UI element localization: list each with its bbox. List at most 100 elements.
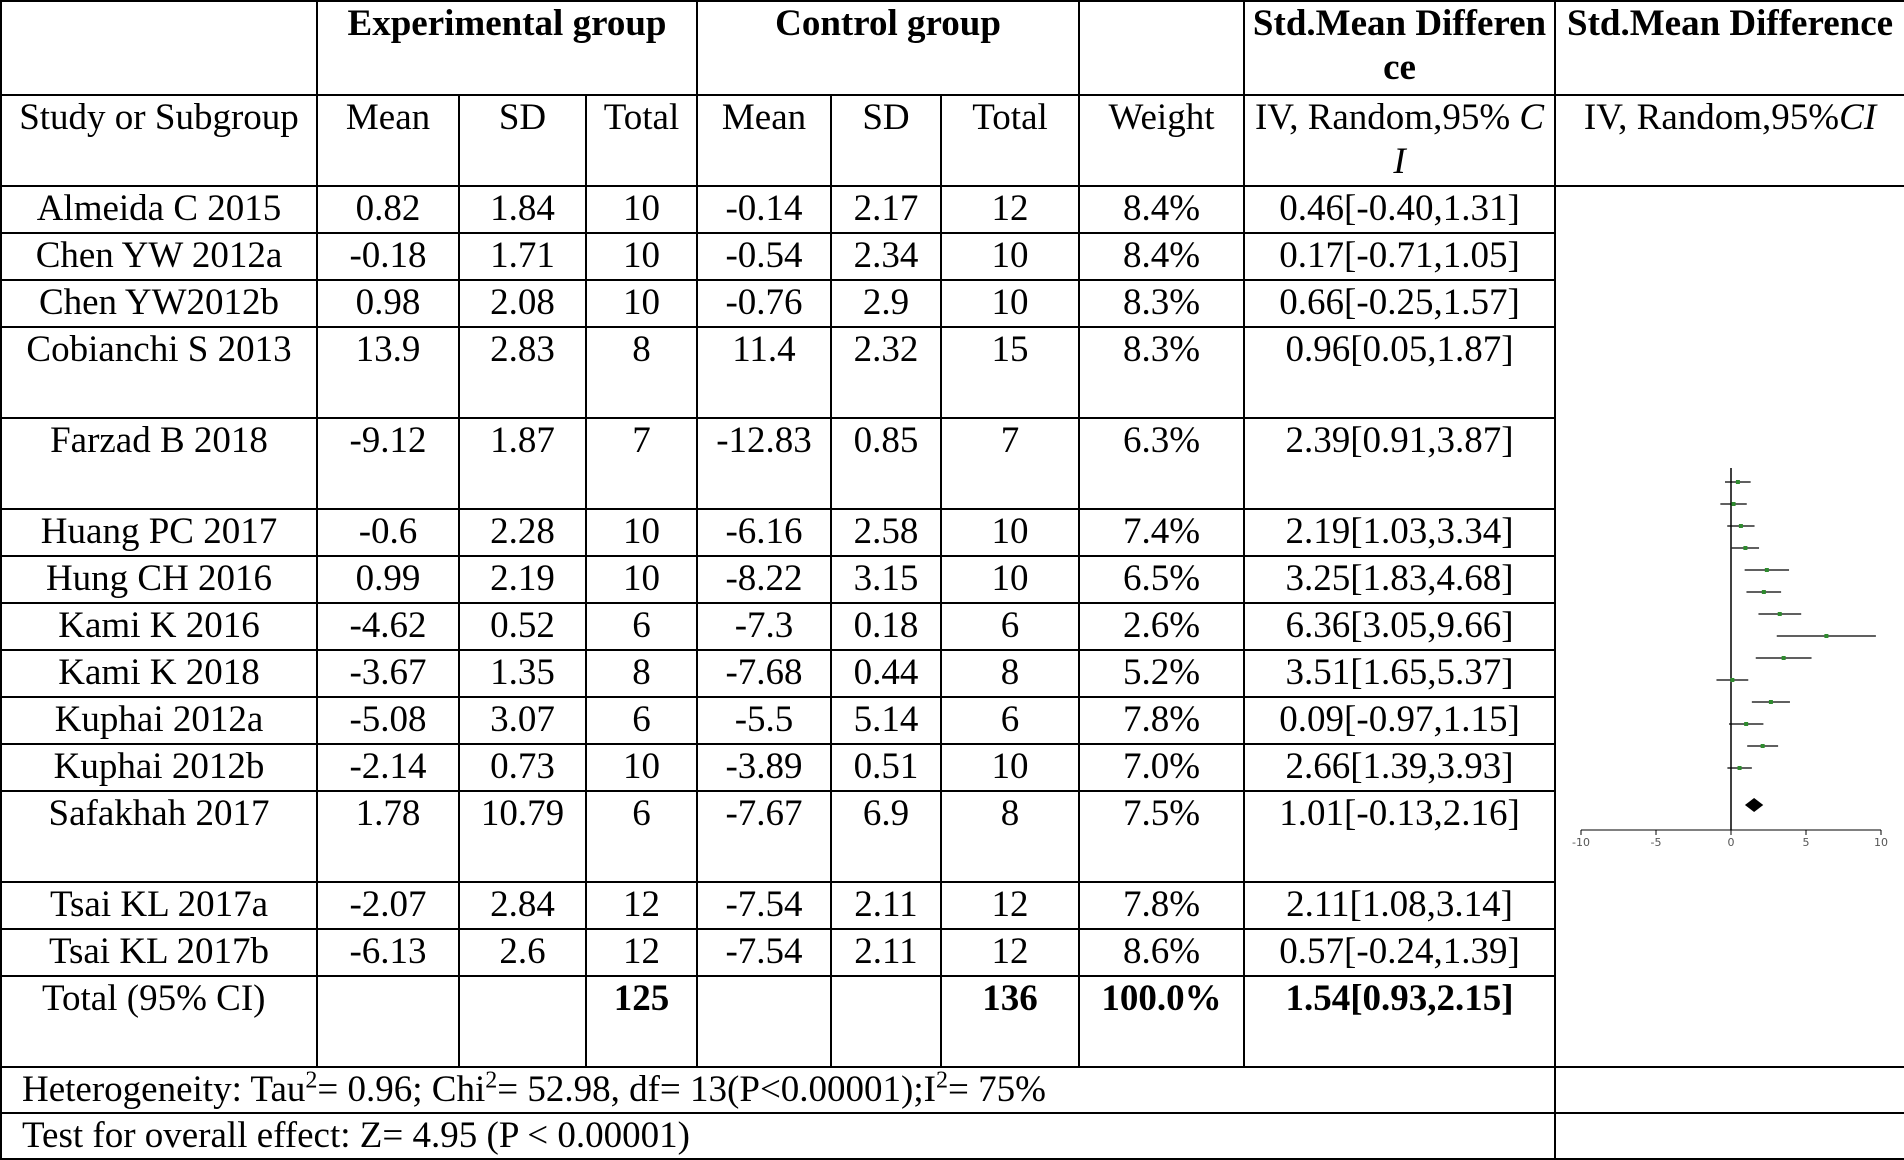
mean-ctrl: -6.16: [696, 508, 832, 557]
total-exp: 6: [585, 696, 698, 745]
header-total-exp: Total: [585, 94, 698, 187]
header-study: Study or Subgroup: [0, 94, 318, 187]
study-name: Chen YW 2012a: [0, 232, 318, 281]
mean-exp: -0.18: [316, 232, 460, 281]
point-estimate: [1824, 634, 1829, 638]
total-label: Total (95% CI): [0, 975, 318, 1068]
sd-ctrl: 2.17: [830, 185, 942, 234]
total-exp: 7: [585, 417, 698, 510]
weight: 8.4%: [1078, 232, 1246, 281]
study-name: Tsai KL 2017a: [0, 881, 318, 930]
sd-exp: 2.08: [458, 279, 587, 328]
weight: 7.8%: [1078, 881, 1246, 930]
sd-exp: 1.35: [458, 649, 587, 698]
sd-ctrl: 2.9: [830, 279, 942, 328]
weight: 7.5%: [1078, 790, 1246, 883]
header-sd-ctrl: SD: [830, 94, 942, 187]
mean-ctrl: 11.4: [696, 326, 832, 419]
study-name: Chen YW2012b: [0, 279, 318, 328]
heterogeneity-prefix: Heterogeneity: Tau: [22, 1069, 306, 1110]
mean-ctrl: -7.54: [696, 928, 832, 977]
overall-effect-row: Test for overall effect: Z= 4.95 (P < 0.…: [0, 1112, 1904, 1160]
header-mean-ctrl: Mean: [696, 94, 832, 187]
header-iv-random-text: IV, Random,95%: [1254, 97, 1520, 138]
total-n-exp: 125: [585, 975, 698, 1068]
point-estimate: [1743, 546, 1748, 550]
study-row: Safakhah 2017 1.78 10.79 6 -7.67 6.9 8 7.5% 1.01…: [0, 790, 1904, 883]
total-ctrl: 10: [939, 508, 1081, 557]
study-row: Tsai KL 2017b -6.13 2.6 12 -7.54 2.11 12 8.6% 0.…: [0, 928, 1904, 977]
point-estimate: [1731, 502, 1736, 506]
total-exp: 10: [585, 185, 698, 234]
study-name: Cobianchi S 2013: [0, 326, 318, 419]
point-estimate: [1738, 524, 1743, 528]
weight: 7.8%: [1078, 696, 1246, 745]
point-estimate: [1761, 590, 1766, 594]
weight: 8.4%: [1078, 185, 1246, 234]
mean-exp: -9.12: [316, 417, 460, 510]
total-exp: 10: [585, 232, 698, 281]
point-estimate: [1777, 612, 1782, 616]
sd-exp: 0.52: [458, 602, 587, 651]
point-estimate: [1737, 766, 1742, 770]
study-row: Chen YW 2012a -0.18 1.71 10 -0.54 2.34 10 8.4% 0…: [0, 232, 1904, 281]
mean-ctrl: -3.89: [696, 743, 832, 792]
mean-exp: 0.99: [316, 555, 460, 604]
smd-ci: 3.25[1.83,4.68]: [1243, 555, 1557, 604]
study-row: Farzad B 2018 -9.12 1.87 7 -12.83 0.85 7 6.3% 2.…: [0, 417, 1904, 510]
header-iv-random-ci: CI: [1393, 97, 1545, 182]
sd-ctrl: 2.58: [830, 508, 942, 557]
mean-ctrl: -7.67: [696, 790, 832, 883]
header-smd: Std.Mean Difference: [1243, 0, 1557, 96]
header-iv-random-plot-text: IV, Random,95%: [1583, 97, 1840, 138]
header-experimental-group: Experimental group: [316, 0, 698, 96]
mean-exp: -0.6: [316, 508, 460, 557]
weight: 8.3%: [1078, 279, 1246, 328]
sd-ctrl: 0.85: [830, 417, 942, 510]
study-name: Kuphai 2012b: [0, 743, 318, 792]
sd-exp: 1.87: [458, 417, 587, 510]
point-estimate: [1735, 480, 1740, 484]
study-name: Kami K 2016: [0, 602, 318, 651]
mean-ctrl: -7.3: [696, 602, 832, 651]
total-ctrl: 6: [939, 602, 1081, 651]
sd-ctrl: 2.34: [830, 232, 942, 281]
mean-ctrl: -0.54: [696, 232, 832, 281]
point-estimate: [1768, 700, 1773, 704]
chi-superscript: 2: [485, 1067, 498, 1094]
mean-ctrl: -5.5: [696, 696, 832, 745]
heterogeneity-row: Heterogeneity: Tau2= 0.96; Chi2= 52.98, …: [0, 1066, 1904, 1114]
total-exp: 8: [585, 326, 698, 419]
point-estimate: [1760, 744, 1765, 748]
mean-exp: -2.07: [316, 881, 460, 930]
total-ctrl: 10: [939, 743, 1081, 792]
study-name: Almeida C 2015: [0, 185, 318, 234]
total-exp: 12: [585, 928, 698, 977]
mean-exp: -5.08: [316, 696, 460, 745]
sd-exp: 1.84: [458, 185, 587, 234]
total-exp: 8: [585, 649, 698, 698]
total-empty-1: [316, 975, 460, 1068]
study-row: Huang PC 2017 -0.6 2.28 10 -6.16 2.58 10 7.4% 2.…: [0, 508, 1904, 557]
mean-exp: -4.62: [316, 602, 460, 651]
study-row: Chen YW2012b 0.98 2.08 10 -0.76 2.9 10 8.3% 0.66…: [0, 279, 1904, 328]
sd-ctrl: 0.18: [830, 602, 942, 651]
study-name: Tsai KL 2017b: [0, 928, 318, 977]
mean-ctrl: -0.76: [696, 279, 832, 328]
total-exp: 10: [585, 743, 698, 792]
weight: 6.3%: [1078, 417, 1246, 510]
total-ctrl: 10: [939, 555, 1081, 604]
total-ctrl: 12: [939, 928, 1081, 977]
sd-ctrl: 0.44: [830, 649, 942, 698]
mean-ctrl: -12.83: [696, 417, 832, 510]
sd-ctrl: 2.11: [830, 881, 942, 930]
header-row-groups: Experimental group Control group Std.Mea…: [0, 0, 1904, 96]
overall-effect-plot-empty: [1554, 1112, 1904, 1160]
header-smd-plot: Std.Mean Difference: [1554, 0, 1904, 96]
header-row-columns: Study or Subgroup Mean SD Total Mean SD …: [0, 94, 1904, 187]
mean-exp: 0.82: [316, 185, 460, 234]
sd-exp: 3.07: [458, 696, 587, 745]
forest-plot-svg: -10 -5 0 5 10: [1572, 468, 1888, 849]
